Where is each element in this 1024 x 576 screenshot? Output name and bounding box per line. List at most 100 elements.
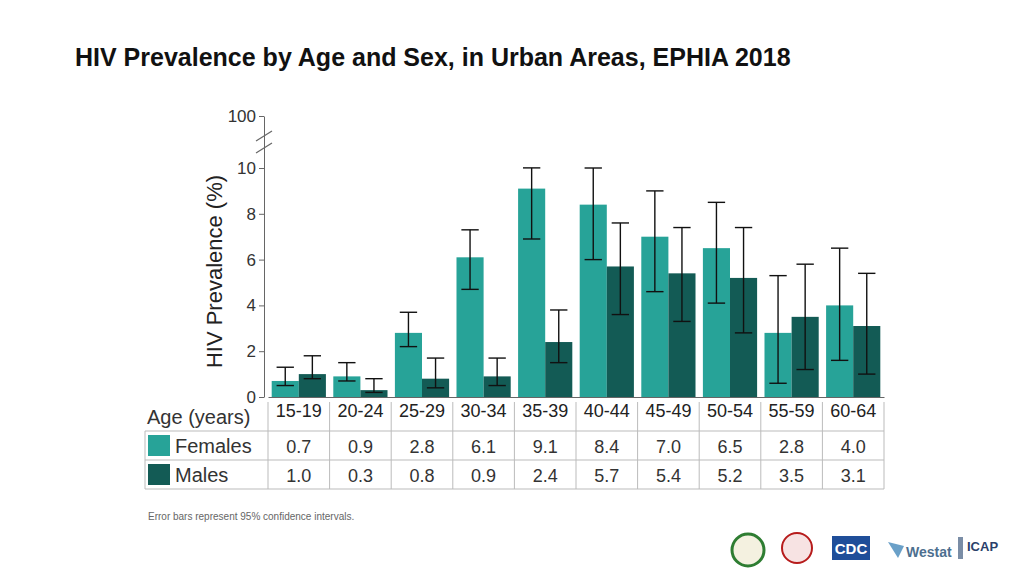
table-rule: [822, 402, 823, 489]
error-bar: [796, 264, 813, 369]
data-label: 3.5: [779, 466, 804, 486]
table-rule: [514, 402, 515, 489]
logo-mark: [888, 542, 904, 558]
table-rule: [268, 402, 269, 489]
x-tick: 45-49: [645, 397, 691, 421]
y-tick-mark: [259, 351, 264, 352]
y-tick-mark: [259, 397, 264, 398]
y-tick: 8: [247, 205, 264, 224]
y-axis-line: [264, 117, 265, 398]
y-tick: 4: [247, 296, 264, 315]
x-tick: 55-59: [769, 397, 815, 421]
y-tick-mark: [259, 168, 264, 169]
data-label: 0.3: [348, 466, 373, 486]
bar-series: [272, 189, 854, 397]
x-tick: 50-54: [707, 397, 753, 421]
error-bar: [338, 363, 355, 381]
error-bar: [461, 230, 478, 290]
table-rule: [145, 431, 146, 489]
x-tick: 25-29: [399, 397, 445, 421]
data-label: 0.9: [348, 437, 373, 457]
data-label: 2.4: [533, 466, 558, 486]
x-tick-label: 20-24: [337, 401, 383, 421]
data-label: 8.4: [594, 437, 619, 457]
y-tick-label: 10: [237, 159, 256, 178]
logo-seal: [782, 533, 812, 563]
y-tick: 0: [247, 388, 264, 407]
error-bar: [400, 312, 417, 346]
error-bars: [304, 223, 876, 392]
error-bar: [769, 276, 786, 384]
data-label: 2.8: [779, 437, 804, 457]
data-label: 5.4: [656, 466, 681, 486]
y-tick-label: 100: [228, 107, 256, 126]
data-label: 2.8: [409, 437, 434, 457]
table-rule: [576, 402, 577, 489]
error-bars: [277, 168, 849, 386]
x-axis-line: [269, 397, 885, 398]
logo-text: Westat: [906, 544, 952, 560]
y-tick-mark: [259, 305, 264, 306]
chart-root: HIV Prevalence by Age and Sex, in Urban …: [0, 0, 1024, 576]
data-label: 6.5: [717, 437, 742, 457]
error-bar: [550, 310, 567, 363]
data-label: 3.1: [841, 466, 866, 486]
y-tick: 100: [228, 107, 264, 126]
y-tick-label: 8: [247, 205, 256, 224]
x-tick: 60-64: [830, 397, 876, 421]
x-axis-title: Age (years): [147, 406, 250, 428]
error-bar: [708, 202, 725, 303]
error-bar: [585, 168, 602, 260]
logo-box: [832, 536, 870, 560]
error-bar: [488, 358, 505, 385]
logo-seal: [732, 534, 764, 566]
y-axis-title: HIV Prevalence (%): [202, 175, 227, 368]
table-row: Females0.70.92.86.19.18.47.06.52.84.0: [148, 435, 866, 457]
error-bar: [523, 168, 540, 239]
data-label: 0.7: [286, 437, 311, 457]
data-label: 5.2: [717, 466, 742, 486]
chart-title: HIV Prevalence by Age and Sex, in Urban …: [75, 43, 791, 71]
y-tick-label: 2: [247, 342, 256, 361]
y-tick-label: 6: [247, 251, 256, 270]
error-bar: [427, 358, 444, 388]
legend-swatch: [148, 435, 170, 456]
data-label: 1.0: [286, 466, 311, 486]
x-tick-label: 60-64: [830, 401, 876, 421]
x-tick: 30-34: [461, 397, 507, 421]
data-label: 9.1: [533, 437, 558, 457]
axis-break: [256, 131, 272, 153]
y-tick-label: 0: [247, 388, 256, 407]
data-label: 0.9: [471, 466, 496, 486]
data-label: 5.7: [594, 466, 619, 486]
y-tick: 10: [237, 159, 264, 178]
error-bar: [365, 379, 382, 393]
logo-box: [958, 537, 963, 559]
x-tick-label: 30-34: [461, 401, 507, 421]
data-label: 7.0: [656, 437, 681, 457]
y-tick: 2: [247, 342, 264, 361]
error-bar: [646, 191, 663, 292]
table-rule: [452, 402, 453, 489]
data-label: 0.8: [409, 466, 434, 486]
error-bar: [277, 367, 294, 385]
data-label: 4.0: [841, 437, 866, 457]
table-rule: [637, 402, 638, 489]
logos: CDCWestatICAP: [732, 533, 998, 566]
plot-area: [272, 168, 881, 397]
y-tick: 6: [247, 251, 264, 270]
y-tick-mark: [259, 214, 264, 215]
table-rule: [884, 402, 885, 489]
legend-label: Males: [175, 464, 228, 486]
footnote: Error bars represent 95% confidence inte…: [148, 511, 354, 522]
x-tick-label: 25-29: [399, 401, 445, 421]
logo-text: CDC: [835, 540, 868, 557]
x-tick-label: 40-44: [584, 401, 630, 421]
error-bar: [612, 223, 629, 315]
bar-series: [299, 266, 881, 397]
table-rule: [760, 402, 761, 489]
table-rule: [699, 402, 700, 489]
x-tick-label: 55-59: [769, 401, 815, 421]
y-tick-mark: [259, 116, 264, 117]
x-tick: 20-24: [337, 397, 383, 421]
